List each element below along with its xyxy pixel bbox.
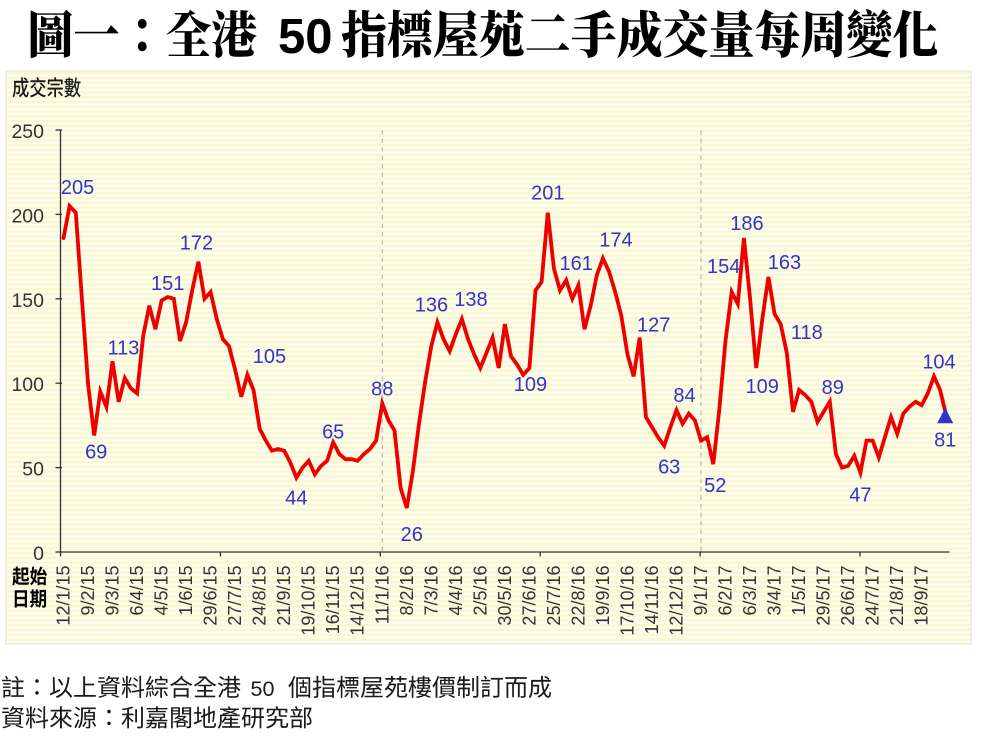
svg-text:8/2/16: 8/2/16 (397, 566, 417, 616)
svg-text:52: 52 (704, 475, 726, 497)
svg-text:163: 163 (768, 252, 801, 274)
svg-text:29/6/15: 29/6/15 (201, 566, 221, 626)
svg-text:47: 47 (849, 485, 871, 507)
svg-text:200: 200 (11, 205, 44, 227)
svg-text:109: 109 (514, 374, 547, 396)
svg-text:50: 50 (22, 459, 44, 481)
svg-text:81: 81 (934, 429, 956, 451)
svg-text:2/5/16: 2/5/16 (470, 566, 490, 616)
svg-text:186: 186 (730, 213, 763, 235)
svg-text:113: 113 (108, 337, 140, 359)
svg-text:26: 26 (401, 524, 423, 546)
svg-text:24/8/15: 24/8/15 (250, 566, 270, 626)
svg-text:9/1/17: 9/1/17 (691, 566, 711, 616)
svg-text:88: 88 (371, 379, 393, 401)
svg-text:19/9/16: 19/9/16 (593, 566, 613, 626)
svg-text:18/9/17: 18/9/17 (912, 566, 932, 626)
svg-text:9/3/15: 9/3/15 (103, 566, 123, 616)
svg-text:12/1/15: 12/1/15 (54, 566, 74, 626)
svg-text:26/6/17: 26/6/17 (838, 566, 858, 626)
svg-text:21/9/15: 21/9/15 (274, 566, 294, 626)
svg-text:65: 65 (322, 421, 344, 443)
svg-text:161: 161 (560, 253, 593, 275)
svg-text:1/5/17: 1/5/17 (789, 566, 809, 616)
svg-text:0: 0 (33, 543, 44, 565)
svg-text:22/8/16: 22/8/16 (568, 566, 588, 626)
svg-text:27/6/16: 27/6/16 (519, 566, 539, 626)
svg-text:4/4/16: 4/4/16 (446, 566, 466, 616)
svg-text:69: 69 (85, 442, 107, 464)
svg-text:201: 201 (531, 183, 564, 205)
svg-text:30/5/16: 30/5/16 (495, 566, 515, 626)
svg-text:6/3/17: 6/3/17 (740, 566, 760, 616)
svg-text:50: 50 (278, 10, 333, 64)
svg-text:3/4/17: 3/4/17 (765, 566, 785, 616)
svg-text:250: 250 (11, 121, 44, 143)
svg-text:12/12/16: 12/12/16 (667, 566, 687, 636)
svg-text:172: 172 (180, 233, 213, 255)
svg-text:104: 104 (922, 351, 955, 373)
svg-text:6/4/15: 6/4/15 (127, 566, 147, 616)
svg-text:136: 136 (415, 294, 448, 316)
svg-text:21/8/17: 21/8/17 (887, 566, 907, 626)
svg-text:29/5/17: 29/5/17 (814, 566, 834, 626)
svg-text:154: 154 (707, 256, 740, 278)
svg-text:11/1/16: 11/1/16 (372, 566, 392, 625)
svg-text:27/7/15: 27/7/15 (225, 566, 245, 626)
svg-text:84: 84 (673, 385, 695, 407)
svg-text:89: 89 (822, 377, 844, 399)
svg-text:7/3/16: 7/3/16 (421, 566, 441, 616)
svg-text:151: 151 (151, 273, 184, 295)
svg-text:16/11/15: 16/11/15 (323, 566, 343, 635)
svg-text:50: 50 (251, 677, 275, 701)
svg-text:127: 127 (637, 315, 670, 337)
svg-text:1/6/15: 1/6/15 (176, 566, 196, 616)
svg-text:109: 109 (746, 376, 779, 398)
svg-text:44: 44 (285, 488, 307, 510)
svg-text:205: 205 (61, 177, 94, 199)
svg-text:105: 105 (253, 346, 286, 368)
svg-text:118: 118 (791, 322, 823, 344)
svg-text:138: 138 (454, 289, 487, 311)
svg-text:14/12/15: 14/12/15 (348, 566, 368, 636)
svg-text:100: 100 (11, 374, 44, 396)
svg-text:25/7/16: 25/7/16 (544, 566, 564, 626)
svg-text:14/11/16: 14/11/16 (642, 566, 662, 635)
svg-text:24/7/17: 24/7/17 (863, 566, 883, 626)
svg-text:63: 63 (658, 457, 680, 479)
svg-text:19/10/15: 19/10/15 (299, 566, 319, 636)
svg-text:17/10/16: 17/10/16 (618, 566, 638, 636)
svg-text:9/2/15: 9/2/15 (78, 566, 98, 616)
svg-text:6/2/17: 6/2/17 (716, 566, 736, 616)
svg-text:174: 174 (599, 229, 632, 251)
svg-text:150: 150 (11, 290, 44, 312)
svg-text:4/5/15: 4/5/15 (152, 566, 172, 616)
